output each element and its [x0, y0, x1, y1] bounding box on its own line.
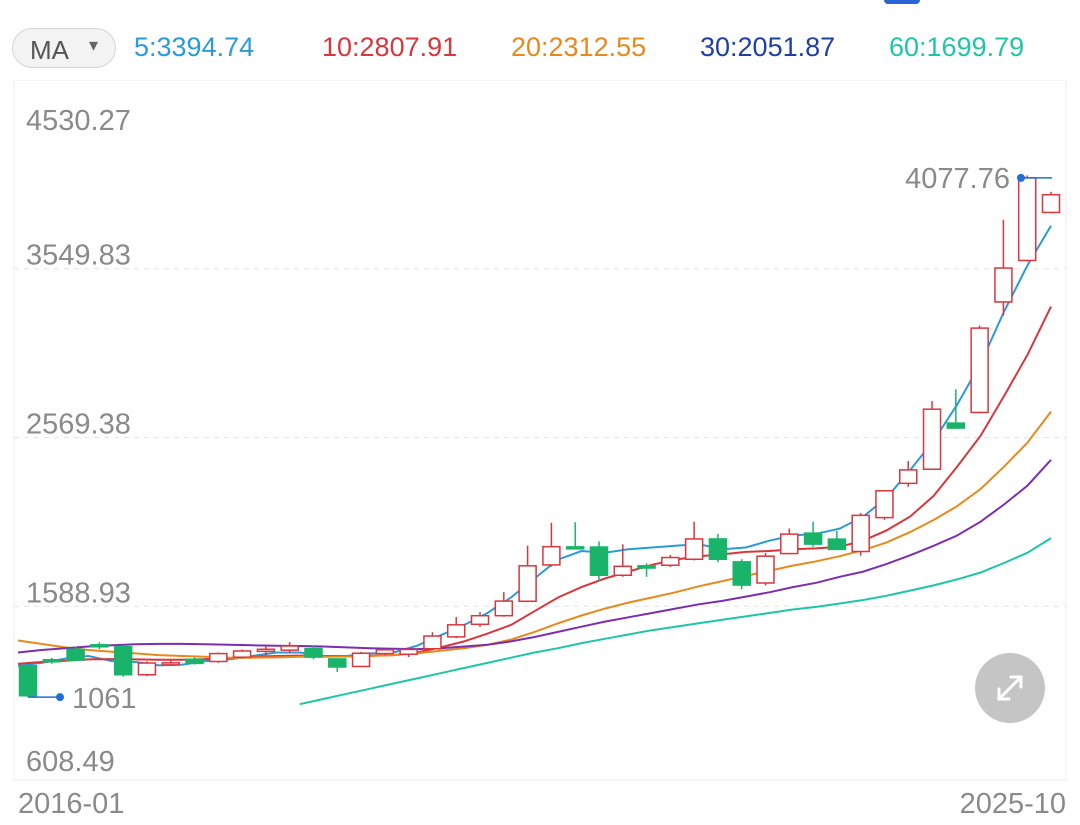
candle-body [875, 489, 894, 519]
candle-body [470, 614, 490, 626]
candle-body [922, 408, 942, 470]
candle-body [827, 538, 847, 551]
y-tick-label: 1588.93 [26, 577, 131, 609]
ma60-value: 60:1699.79 [889, 32, 1025, 62]
plot-area-border [13, 80, 1067, 781]
ma30-value: 30:2051.87 [700, 32, 836, 62]
candle-body [209, 652, 228, 663]
max-marker-dot [1017, 173, 1025, 182]
candle-body [970, 327, 989, 414]
max-value-label: 4077.76 [905, 163, 1010, 195]
x-tick-label: 2016-01 [18, 788, 124, 820]
candle-body [280, 645, 299, 651]
ma-selector-label: MA [30, 35, 69, 65]
y-tick-label: 2569.38 [26, 409, 131, 441]
candlestick-chart[interactable]: 4530.27 3549.83 2569.38 1588.93 608.49 2016-0… [0, 80, 1080, 825]
x-tick-label: 2025-10 [960, 788, 1066, 820]
candle-body [899, 469, 918, 485]
candle-body [351, 652, 371, 668]
min-marker-dot [56, 693, 64, 702]
candle-body [542, 545, 561, 566]
candle-body [113, 645, 133, 676]
ma-selector-button[interactable]: MA ▾ [12, 28, 116, 68]
candle-body [328, 658, 347, 668]
chevron-down-icon: ▾ [89, 35, 99, 55]
candle-body [232, 650, 252, 658]
candle-body [1041, 193, 1061, 214]
candle-body [185, 658, 204, 665]
candle-body [137, 662, 157, 676]
candle-body [756, 555, 775, 584]
expand-arrows-icon [997, 675, 1023, 701]
candle-body [256, 648, 276, 653]
ma10-value: 10:2807.91 [322, 32, 458, 62]
candle-body [589, 546, 609, 577]
y-tick-label: 608.49 [26, 746, 115, 778]
candle-body [613, 565, 633, 577]
candle-body [399, 648, 418, 656]
candle-body [161, 662, 180, 666]
candle-body [565, 546, 585, 550]
candle-body [518, 565, 537, 602]
candle-body [375, 649, 395, 655]
candle-body [684, 538, 704, 561]
top-tab-indicator [884, 0, 920, 4]
candle-body [423, 635, 442, 650]
candle-body [42, 659, 62, 663]
ma5-value: 5:3394.74 [134, 32, 255, 62]
ma20-line [17, 410, 1052, 659]
candle-body [851, 514, 870, 553]
ma-legend-bar: MA ▾ 5:3394.74 10:2807.91 20:2312.55 30:… [0, 24, 1080, 72]
candle-body [994, 267, 1013, 303]
candle-body [90, 644, 109, 648]
candle-body [66, 648, 85, 661]
ma30-line [17, 459, 1052, 654]
ma20-value: 20:2312.55 [511, 32, 647, 62]
y-tick-label: 4530.27 [26, 105, 131, 137]
candle-body [661, 556, 680, 567]
candle-body [446, 624, 466, 638]
candle-body [304, 647, 323, 658]
y-tick-label: 3549.83 [26, 240, 131, 272]
candle-body [637, 565, 656, 569]
candle-body [494, 600, 514, 617]
expand-button[interactable] [975, 653, 1045, 723]
candle-body [708, 538, 728, 561]
min-value-label: 1061 [72, 683, 137, 715]
candle-body [18, 665, 38, 697]
candle-body [803, 532, 823, 545]
candle-body [946, 422, 966, 429]
candle-body [780, 533, 799, 555]
ma60-line [299, 537, 1052, 706]
candle-body [732, 561, 751, 586]
candle-body [1017, 177, 1037, 262]
